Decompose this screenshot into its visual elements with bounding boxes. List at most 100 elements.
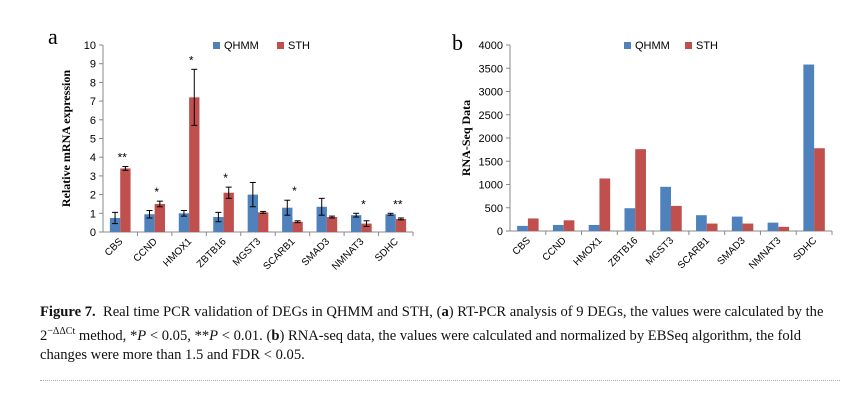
y-tick-label: 3500 (479, 63, 503, 75)
x-tick-label: CCND (541, 235, 569, 263)
significance-marker: ** (393, 197, 403, 211)
x-tick-label: HMOX1 (161, 236, 194, 269)
bar-qhmm-zbtb16 (213, 217, 224, 232)
x-tick-label: SCARB1 (676, 235, 712, 271)
legend-swatch-qhmm (213, 42, 220, 49)
x-tick-label: SMAD3 (716, 235, 748, 267)
y-tick-label: 10 (84, 40, 96, 52)
figure-caption: Figure 7. Real time PCR validation of DE… (40, 303, 840, 365)
x-tick-label: CBS (511, 235, 534, 258)
significance-marker: * (189, 53, 194, 67)
dotted-divider (40, 380, 840, 381)
bar-sth-cbs (120, 168, 131, 232)
bar-qhmm-nmnat3 (351, 215, 362, 232)
bar-sth-nmnat3 (778, 226, 790, 231)
y-tick-label: 2500 (479, 110, 503, 122)
significance-marker: * (223, 171, 228, 185)
bar-sth-zbtb16 (223, 192, 234, 232)
caption-text-5: < 0.01. ( (218, 327, 272, 344)
caption-ref-a: a (441, 304, 449, 320)
y-tick-label: 2 (90, 190, 96, 202)
y-tick-label: 5 (90, 134, 96, 146)
caption-p-1: P (137, 327, 147, 344)
x-tick-label: SDHC (791, 235, 819, 263)
caption-p-2: P (209, 327, 219, 344)
legend-swatch-sth (277, 42, 284, 49)
caption-text-6: ) RNA-seq data, the values were calculat… (40, 327, 802, 363)
bar-qhmm-hmox1 (588, 224, 600, 231)
caption-text-2: ) RT-PCR analysis of 9 DEGs, the values … (40, 304, 824, 344)
legend-label-qhmm: QHMM (224, 40, 259, 52)
x-tick-label: MGST3 (644, 235, 676, 267)
bar-qhmm-smad3 (316, 206, 327, 232)
legend-swatch-sth (685, 42, 692, 49)
y-tick-label: 4000 (479, 40, 503, 52)
y-axis-title: RNA-Seq Data (459, 100, 473, 176)
bar-sth-zbtb16 (635, 149, 646, 231)
y-tick-label: 1000 (479, 180, 503, 192)
x-tick-label: CBS (103, 236, 126, 259)
y-tick-label: 8 (90, 77, 96, 89)
bar-sth-scarb1 (706, 223, 718, 231)
bar-qhmm-smad3 (731, 216, 743, 231)
bar-sth-sdhc (395, 218, 407, 232)
bar-qhmm-nmnat3 (767, 222, 779, 231)
bar-qhmm-mgst3 (660, 186, 671, 231)
legend-swatch-qhmm (624, 42, 631, 49)
bar-qhmm-cbs (517, 225, 528, 231)
panel-b-letter: b (452, 30, 463, 55)
x-tick-label: ZBTB16 (607, 235, 641, 269)
x-tick-label: SMAD3 (300, 236, 332, 268)
legend-label-sth: STH (288, 40, 310, 52)
significance-marker: * (154, 185, 159, 199)
x-tick-label: MGST3 (231, 236, 263, 268)
bar-sth-mgst3 (671, 205, 682, 231)
y-axis-title: Relative mRNA expression (59, 70, 73, 207)
y-tick-label: 3000 (479, 87, 503, 99)
bar-qhmm-mgst3 (247, 194, 258, 232)
significance-marker: * (361, 197, 366, 211)
caption-text-4: < 0.05, ** (146, 327, 210, 344)
bar-sth-hmox1 (599, 178, 611, 231)
x-tick-label: SCARB1 (261, 236, 297, 272)
bar-qhmm-sdhc (385, 214, 396, 232)
x-tick-label: NMNAT3 (747, 235, 784, 272)
bar-qhmm-cbs (109, 217, 121, 232)
bar-sth-smad3 (742, 223, 754, 231)
bar-qhmm-scarb1 (696, 215, 707, 231)
significance-marker: * (292, 184, 297, 198)
y-tick-label: 6 (90, 115, 96, 127)
bar-qhmm-hmox1 (178, 213, 190, 232)
y-tick-label: 9 (90, 59, 96, 71)
y-tick-label: 4 (90, 152, 96, 164)
bar-sth-nmnat3 (361, 223, 372, 232)
bar-sth-ccnd (563, 220, 575, 231)
bar-sth-scarb1 (292, 221, 303, 232)
x-tick-label: SDHC (373, 236, 401, 264)
y-tick-label: 500 (485, 203, 503, 215)
caption-text-3: method, * (75, 327, 138, 344)
x-tick-label: ZBTB16 (195, 236, 229, 270)
x-tick-label: NMNAT3 (330, 236, 367, 273)
caption-text-1: Real time PCR validation of DEGs in QHMM… (102, 304, 442, 320)
y-tick-label: 0 (90, 227, 96, 239)
caption-figure-label: Figure 7. (40, 304, 96, 320)
figure-7: a b 0 1 2 3 4 5 6 7 8 9 10 Relative mRNA expression… (48, 24, 833, 273)
y-tick-label: 2000 (479, 133, 503, 145)
bar-sth-smad3 (326, 217, 338, 232)
bar-qhmm-zbtb16 (624, 208, 636, 231)
bar-sth-sdhc (814, 148, 825, 231)
caption-superscript: −ΔΔCt (47, 326, 76, 337)
x-tick-label: HMOX1 (572, 235, 605, 268)
caption-ref-b: b (271, 327, 280, 344)
bar-sth-hmox1 (189, 97, 200, 232)
y-tick-label: 0 (497, 226, 503, 238)
y-tick-label: 1 (90, 208, 96, 220)
y-tick-label: 1500 (479, 156, 503, 168)
bar-qhmm-ccnd (144, 214, 155, 232)
bar-qhmm-scarb1 (282, 207, 293, 232)
legend-label-qhmm: QHMM (635, 40, 670, 52)
significance-marker: ** (118, 151, 128, 165)
panel-a-letter: a (48, 24, 58, 49)
